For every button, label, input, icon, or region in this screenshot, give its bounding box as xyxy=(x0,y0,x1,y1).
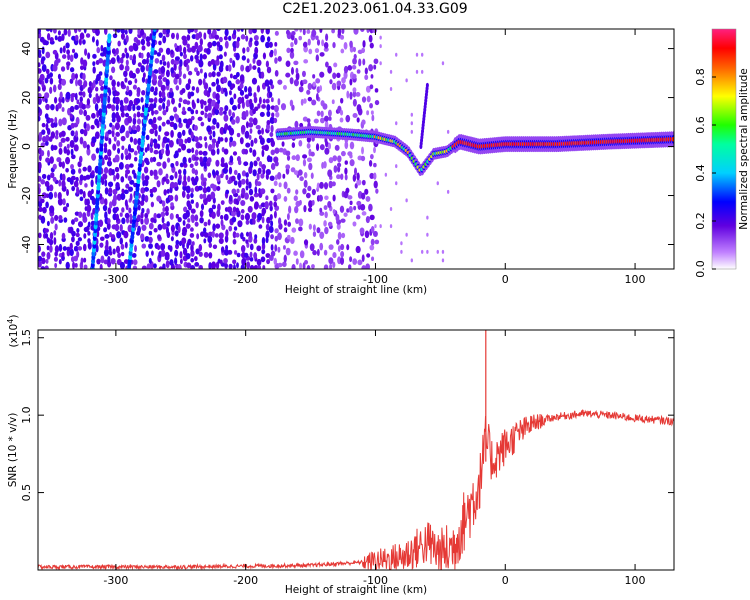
spectrogram-xtick-label: -300 xyxy=(103,273,128,286)
snr-xlabel: Height of straight line (km) xyxy=(285,584,427,596)
colorbar-tick-label: 0.8 xyxy=(694,68,707,86)
spectrogram-ylabel: Frequency (Hz) xyxy=(7,109,19,188)
colorbar-tick-label: 0.6 xyxy=(694,116,707,134)
svg-text:(x104): (x104) xyxy=(6,315,20,348)
snr-xtick-label: 100 xyxy=(625,574,646,587)
colorbar xyxy=(712,29,736,269)
spectrogram-ytick-label: 0 xyxy=(20,143,33,150)
main-signal-track xyxy=(275,125,674,177)
snr-ylabel: SNR (10 * v/v) xyxy=(7,413,19,488)
diagonal-trace-2 xyxy=(126,29,157,269)
faint-trace xyxy=(419,82,429,150)
diagonal-trace-1 xyxy=(90,33,112,269)
colorbar-frame xyxy=(711,28,737,270)
snr-series-line xyxy=(38,409,674,570)
spectrogram-heatmap xyxy=(38,29,674,269)
snr-xtick-label: -100 xyxy=(363,574,388,587)
snr-xtick-label: -200 xyxy=(233,574,258,587)
colorbar-tick-label: 0.0 xyxy=(694,260,707,278)
spectrogram-frame xyxy=(37,28,675,270)
snr-ytick-label: 0.5 xyxy=(20,484,33,502)
spectrogram-xtick-label: 0 xyxy=(502,273,509,286)
spectrogram-ytick-label: -20 xyxy=(20,187,33,205)
snr-multiplier-exponent: 4 xyxy=(6,319,15,324)
colorbar-tick-label: 0.2 xyxy=(694,212,707,230)
spectrogram-xtick-label: -200 xyxy=(233,273,258,286)
colorbar-tick-label: 0.4 xyxy=(694,164,707,182)
snr-multiplier-close: ) xyxy=(8,315,20,319)
spectrogram-ytick-label: -40 xyxy=(20,236,33,254)
spectrogram-ytick-label: 20 xyxy=(20,91,33,105)
chart-title: C2E1.2023.061.04.33.G09 xyxy=(282,1,468,17)
snr-xtick-label: -300 xyxy=(103,574,128,587)
snr-ytick-label: 1.0 xyxy=(20,406,33,424)
snr-axes: -300 -200 -100 0 100 0.5 1.0 1.5 xyxy=(20,329,674,587)
heatmap-noise-speckles xyxy=(38,29,450,269)
colorbar-label: Normalized spectral amplitude xyxy=(738,68,750,229)
spectrogram-xtick-label: 100 xyxy=(625,273,646,286)
snr-frame xyxy=(37,329,675,571)
snr-ytick-label: 1.5 xyxy=(20,329,33,347)
spectrogram-xlabel: Height of straight line (km) xyxy=(285,284,427,296)
spectrogram-ytick-label: 40 xyxy=(20,42,33,56)
spectrogram-xtick-label: -100 xyxy=(363,273,388,286)
colorbar-ticks: 0.0 0.2 0.4 0.6 0.8 xyxy=(694,68,716,278)
snr-xtick-label: 0 xyxy=(502,574,509,587)
snr-plot-area xyxy=(38,330,674,570)
snr-multiplier-base: (x10 xyxy=(8,324,20,348)
snr-multiplier: (x104) xyxy=(6,315,20,348)
